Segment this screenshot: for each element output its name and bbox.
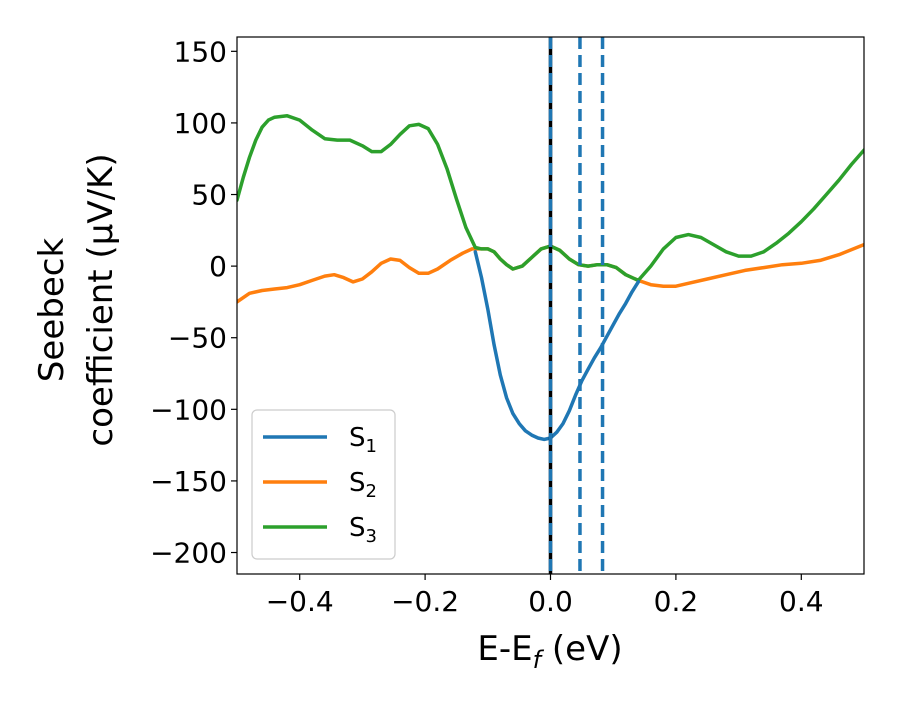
axis-ticks: −0.4 −0.2 0.0 0.2 0.4 −200 −150 −100 −50 0 50 100 15… bbox=[150, 35, 823, 618]
legend-label-s2: S2 bbox=[349, 468, 377, 502]
x-tick-label: −0.4 bbox=[266, 585, 334, 618]
series-line-s3 bbox=[237, 114, 864, 283]
y-tick-label: 100 bbox=[174, 107, 227, 140]
y-axis-title-line2: coefficient (μV/K) bbox=[81, 153, 121, 446]
y-tick-label: 0 bbox=[209, 250, 227, 283]
x-tick-label: 0.0 bbox=[528, 585, 573, 618]
y-tick-label: 50 bbox=[191, 179, 227, 212]
series-line-s1 bbox=[473, 250, 641, 442]
y-tick-label: 150 bbox=[174, 35, 227, 68]
y-tick-label: −100 bbox=[150, 393, 227, 426]
legend: S1 S2 S3 bbox=[251, 409, 396, 560]
x-tick-label: −0.2 bbox=[391, 585, 459, 618]
y-tick-label: −150 bbox=[150, 465, 227, 498]
x-tick-label: 0.2 bbox=[654, 585, 699, 618]
y-tick-label: −50 bbox=[168, 322, 227, 355]
x-axis-title: E-Ef (eV) bbox=[477, 629, 622, 674]
legend-label-s3: S3 bbox=[349, 513, 377, 547]
y-tick-label: −200 bbox=[150, 537, 227, 570]
plot-content bbox=[237, 37, 864, 574]
legend-label-s1: S1 bbox=[349, 423, 377, 457]
y-axis-title-line1: Seebeck bbox=[32, 238, 72, 383]
x-tick-label: 0.4 bbox=[779, 585, 824, 618]
legend-box bbox=[251, 409, 396, 560]
